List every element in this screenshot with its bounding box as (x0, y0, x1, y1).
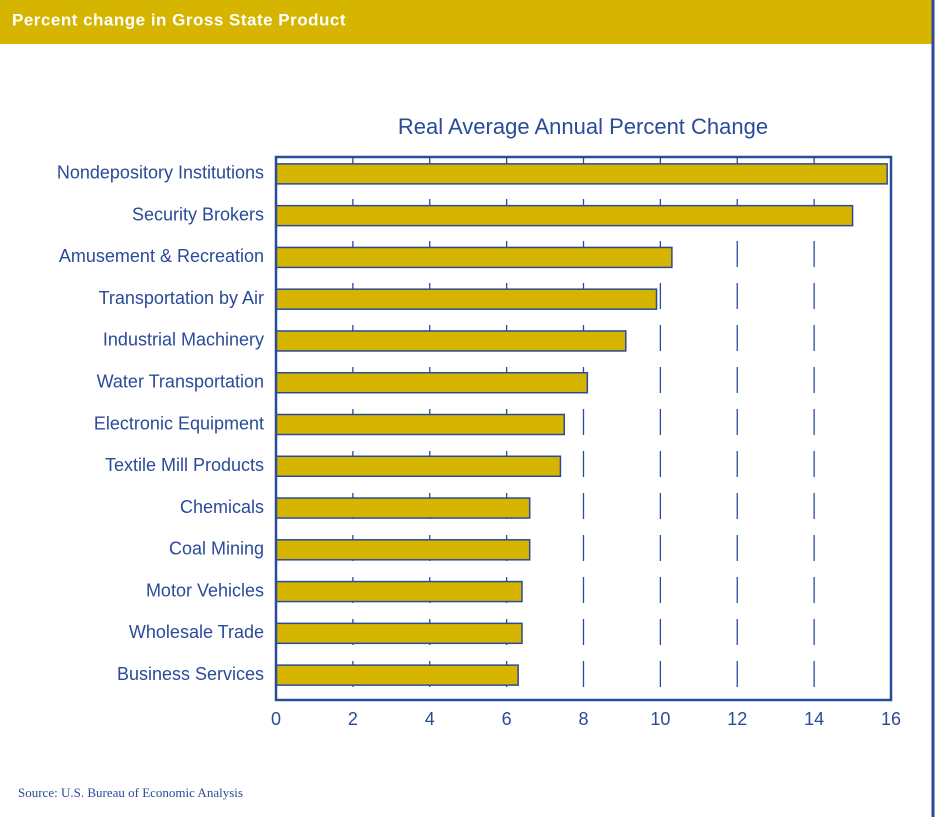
bar (275, 413, 566, 436)
x-tick-label: 8 (578, 709, 588, 729)
y-tick-label: Textile Mill Products (105, 455, 264, 475)
source: Source: U.S. Bureau of Economic Analysis (18, 785, 243, 800)
y-tick-label: Transportation by Air (99, 288, 264, 308)
y-tick-label: Motor Vehicles (146, 580, 264, 600)
x-tick-label: 14 (804, 709, 824, 729)
y-tick-label: Security Brokers (132, 204, 264, 224)
bar (275, 497, 531, 519)
x-tick-label: 6 (502, 709, 512, 729)
bar (275, 330, 627, 352)
x-tick-label: 12 (727, 709, 747, 729)
chart-title: Real Average Annual Percent Change (398, 114, 768, 139)
bar (275, 371, 589, 394)
y-tick-label: Electronic Equipment (94, 413, 264, 433)
y-tick-label: Wholesale Trade (129, 622, 264, 642)
x-tick-label: 10 (650, 709, 670, 729)
x-tick-label: 16 (881, 709, 901, 729)
y-tick-label: Coal Mining (169, 539, 264, 559)
y-tick-label: Industrial Machinery (103, 330, 264, 350)
bar (275, 455, 562, 478)
y-tick-label: Nondepository Institutions (57, 163, 264, 183)
y-tick-label: Water Transportation (97, 371, 264, 391)
header-title: Percent change in Gross State Product (12, 10, 346, 29)
plot-frame (274, 155, 893, 702)
header-band (0, 0, 934, 44)
x-tick-label: 0 (271, 709, 281, 729)
bar (275, 622, 523, 645)
bar (275, 246, 673, 269)
x-tick-label: 2 (348, 709, 358, 729)
bar (275, 288, 658, 310)
bar (275, 204, 854, 227)
bar (275, 163, 888, 185)
y-tick-label: Business Services (117, 664, 264, 684)
x-tick-label: 4 (425, 709, 435, 729)
bar (275, 539, 531, 561)
y-tick-label: Chemicals (180, 497, 264, 517)
y-tick-label: Amusement & Recreation (59, 246, 264, 266)
bar (275, 580, 523, 603)
bar (275, 664, 519, 686)
